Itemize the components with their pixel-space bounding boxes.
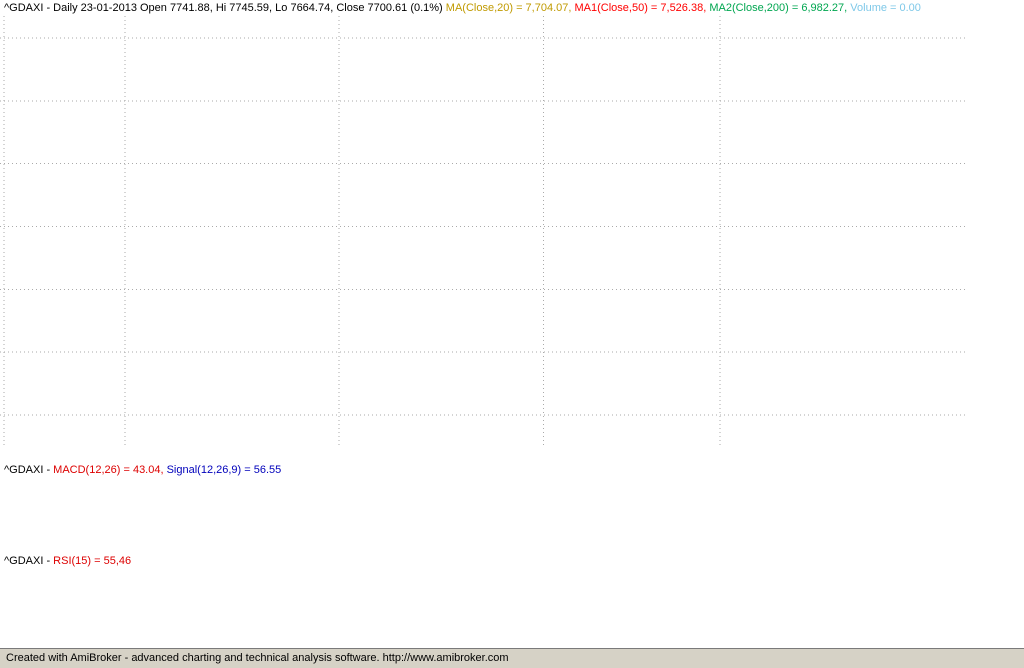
macd-panel-title: ^GDAXI - MACD(12,26) = 43.04, Signal(12,… <box>4 464 281 477</box>
main-grid <box>0 16 968 447</box>
rsi-panel-title: ^GDAXI - RSI(15) = 55,46 <box>4 555 131 568</box>
title-segment: MA2(Close,200) = 6,982.27, <box>709 2 851 14</box>
title-segment: RSI(15) = 55,46 <box>53 555 132 567</box>
status-bar-text: Created with AmiBroker - advanced charti… <box>6 652 509 664</box>
title-segment: MA1(Close,50) = 7,526.38, <box>574 2 710 14</box>
title-segment: Signal(12,26,9) = 56.55 <box>166 464 282 476</box>
main-chart-plot[interactable] <box>0 16 968 447</box>
title-segment: Volume = 0.00 <box>850 2 921 14</box>
price-panel-title: ^GDAXI - Daily 23-01-2013 Open 7741.88, … <box>4 2 921 15</box>
title-segment: ^GDAXI - <box>4 555 54 567</box>
main-price-panel <box>0 16 968 447</box>
title-segment: ^GDAXI - <box>4 464 54 476</box>
title-segment: MA(Close,20) = 7,704.07, <box>445 2 575 14</box>
title-segment: MACD(12,26) = 43.04, <box>53 464 167 476</box>
status-bar: Created with AmiBroker - advanced charti… <box>0 648 1024 668</box>
title-segment: ^GDAXI - Daily 23-01-2013 Open 7741.88, … <box>4 2 446 14</box>
